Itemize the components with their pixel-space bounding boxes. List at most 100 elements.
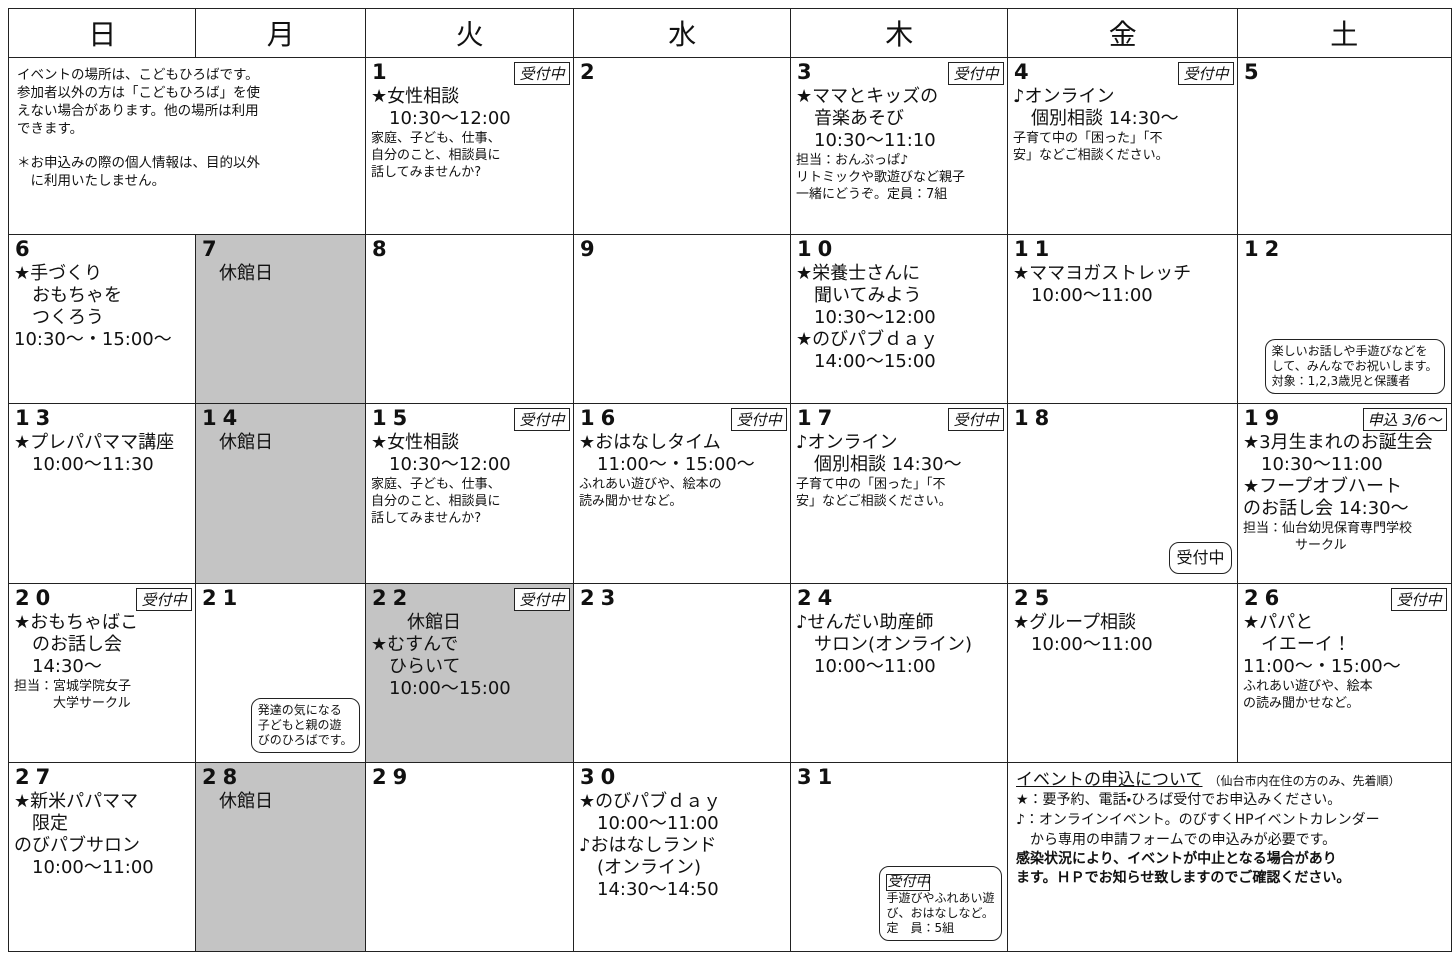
event-line: 10:30～12:00 — [371, 454, 511, 475]
event-line: 10:00～11:00 — [1013, 285, 1153, 306]
event-line: ★ママヨガストレッチ — [1013, 263, 1192, 284]
event-line: ★ママとキッズの — [796, 86, 939, 107]
event-note: 担当：宮城学院女子 — [14, 679, 132, 694]
event-note: の読み聞かせなど。 — [1243, 696, 1360, 711]
weekday-header: 水 — [573, 8, 792, 59]
day-number: 3 — [797, 60, 818, 84]
day-number: 22 — [372, 586, 414, 610]
day-number: 9 — [580, 237, 601, 261]
event-line: 個別相談 14:30～ — [1013, 108, 1179, 129]
day-number: 19 — [1244, 406, 1286, 430]
day-cell: 25 ★グループ相談 10:00～11:00 — [1007, 583, 1239, 764]
intro-box: イベントの場所は、こどもひろばです。 参加者以外の方は「こどもひろば」を使 えない場… — [8, 57, 367, 236]
day-number: 27 — [15, 765, 57, 789]
event-line: ★新米パパママ — [14, 791, 139, 812]
status-badge: 受付中 — [731, 408, 787, 431]
day-number: 15 — [372, 406, 414, 430]
weekday-header: 金 — [1007, 8, 1239, 59]
cell-body: ★パパと イエーイ！ 11:00～・15:00～ ふれあい遊びや、絵本 の読み聞かせな… — [1243, 612, 1447, 712]
day-number: 21 — [202, 586, 244, 610]
cell-body: ★グループ相談 10:00～11:00 — [1013, 612, 1234, 656]
bubble-line: 定 員：5組 — [886, 920, 955, 935]
event-line: ★のびパブｄａｙ — [579, 791, 722, 812]
day-number: 28 — [202, 765, 244, 789]
cell-body: ★手づくり おもちゃを つくろう 10:30～・15:00～ — [14, 263, 192, 351]
speech-bubble: 受付中 — [1169, 541, 1232, 574]
status-badge: 申込 3/6～ — [1362, 408, 1447, 431]
event-line: ♪オンライン — [796, 432, 898, 453]
event-line: 音楽あそび — [796, 108, 904, 129]
event-line: ★プレパパママ講座 — [14, 432, 175, 453]
status-badge: 受付中 — [514, 588, 570, 611]
spacer — [17, 138, 358, 154]
privacy-line: に利用いたしません。 — [17, 173, 166, 189]
event-line: ★女性相談 — [371, 86, 460, 107]
day-cell: 4 受付中 ♪オンライン 個別相談 14:30～ 子育て中の「困った」「不 安」などご相… — [1007, 57, 1239, 236]
day-number: 10 — [797, 237, 839, 261]
intro-line: できます。 — [17, 121, 84, 137]
day-cell: 19 申込 3/6～ ★3月生まれのお誕生会 10:30～11:00 ★フープオブハー… — [1237, 403, 1452, 585]
cell-body: ★女性相談 10:30～12:00 家庭、子ども、仕事、 自分のこと、相談員に 話して… — [371, 432, 570, 527]
cell-body: 休館日 — [201, 791, 362, 813]
event-line: 10:00～11:00 — [14, 857, 154, 878]
event-note: 大学サークル — [14, 696, 131, 711]
event-line: イエーイ！ — [1243, 634, 1351, 655]
day-cell: 9 — [573, 234, 792, 405]
event-line: 10:00～11:00 — [1013, 634, 1153, 655]
bubble-line: 手遊びやふれあい遊 — [886, 890, 995, 905]
event-note: 子育て中の「困った」「不 — [796, 477, 946, 492]
day-number: 29 — [372, 765, 414, 789]
day-cell: 27 ★新米パパママ 限定 のびパブサロン 10:00～11:00 — [8, 762, 197, 952]
cell-body: ★女性相談 10:30～12:00 家庭、子ども、仕事、 自分のこと、相談員に 話して… — [371, 86, 570, 181]
event-line: 14:30～ — [14, 656, 102, 677]
bubble-badge: 受付中 — [886, 873, 931, 891]
event-line: 個別相談 14:30～ — [796, 454, 962, 475]
day-cell: 7 休館日 — [195, 234, 367, 405]
event-line: 10:00～11:00 — [796, 656, 936, 677]
event-line: ♪せんだい助産師 — [796, 612, 934, 633]
day-cell: 22 受付中 休館日 ★むすんで ひらいて 10:00～15:00 — [365, 583, 575, 764]
event-line: 10:00～11:00 — [579, 813, 719, 834]
day-cell: 30 ★のびパブｄａｙ 10:00～11:00 ♪おはなしランド (オンライン) 1… — [573, 762, 792, 952]
day-cell: 3 受付中 ★ママとキッズの 音楽あそび 10:30～11:10 担当：おんぷっぱ♪ リ… — [790, 57, 1009, 236]
speech-bubble: 発達の気になる 子どもと親の遊 びのひろばです。 — [250, 697, 360, 753]
event-line: おもちゃを — [14, 285, 122, 306]
event-line: 休館日 — [371, 612, 461, 633]
event-note-box: イベントの申込について （仙台市内在住の方のみ、先着順） ★：要予約、電話・ひろば受… — [1007, 762, 1452, 952]
event-line: 10:30～12:00 — [371, 108, 511, 129]
cell-body: 休館日 — [201, 263, 362, 285]
event-line: つくろう — [14, 307, 104, 328]
weekday-header: 月 — [195, 8, 367, 59]
event-note: 自分のこと、相談員に — [371, 148, 501, 163]
event-line: 聞いてみよう — [796, 285, 922, 306]
day-number: 18 — [1014, 406, 1056, 430]
event-line: 14:30～14:50 — [579, 879, 719, 900]
day-cell: 17 受付中 ♪オンライン 個別相談 14:30～ 子育て中の「困った」「不 安」などご… — [790, 403, 1009, 585]
event-line: ♪オンライン — [1013, 86, 1115, 107]
day-number: 8 — [372, 237, 393, 261]
status-badge: 受付中 — [948, 408, 1004, 431]
bubble-line: 楽しいお話しや手遊びなどを — [1271, 343, 1428, 358]
day-cell: 18 受付中 — [1007, 403, 1239, 585]
bubble-line: 受付中 — [1176, 547, 1225, 567]
day-number: 6 — [15, 237, 36, 261]
day-cell: 8 — [365, 234, 575, 405]
day-cell: 13 ★プレパパママ講座 10:00～11:30 — [8, 403, 197, 585]
day-cell: 16 受付中 ★おはなしタイム 11:00～・15:00～ ふれあい遊びや、絵本の 読み… — [573, 403, 792, 585]
event-note: 担当：おんぷっぱ♪ — [796, 153, 909, 168]
day-cell: 23 — [573, 583, 792, 764]
event-note-title: イベントの申込について — [1016, 770, 1203, 790]
day-cell: 28 休館日 — [195, 762, 367, 952]
event-line: 10:30～・15:00～ — [14, 329, 172, 350]
weekday-header: 木 — [790, 8, 1009, 59]
day-number: 23 — [580, 586, 622, 610]
event-note: 読み聞かせなど。 — [579, 494, 683, 509]
event-note: 一緒にどうぞ。定員：7組 — [796, 187, 948, 202]
day-cell: 26 受付中 ★パパと イエーイ！ 11:00～・15:00～ ふれあい遊びや、絵本 の読… — [1237, 583, 1452, 764]
event-line: (オンライン) — [579, 857, 702, 878]
event-note: 自分のこと、相談員に — [371, 494, 501, 509]
event-line: ★のびパブｄａｙ — [796, 329, 939, 350]
day-cell: 31 受付中 手遊びやふれあい遊 び、おはなしなど。定 員：5組 — [790, 762, 1009, 952]
event-line: ★手づくり — [14, 263, 103, 284]
